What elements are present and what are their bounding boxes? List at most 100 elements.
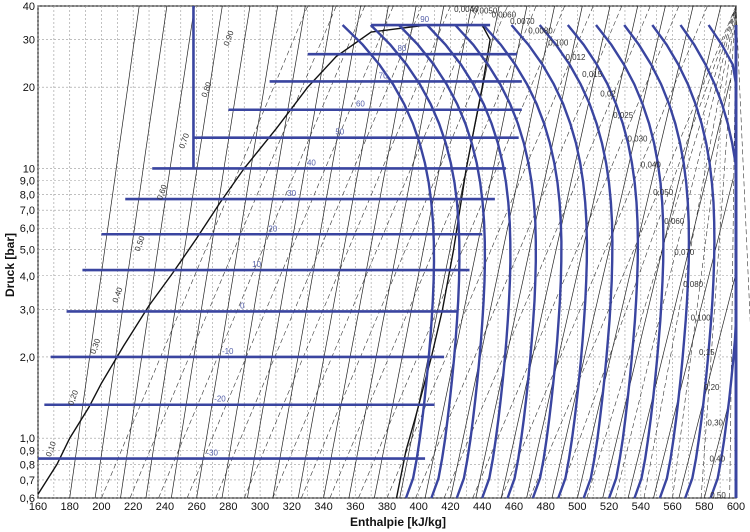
y-tick-label: 7,0 [20,205,35,217]
x-axis-title: Enthalpie [kJ/kg] [350,515,446,529]
y-tick-label: 5,0 [20,245,35,257]
isentrope-line [94,5,168,499]
isochore-line [186,5,394,499]
y-tick-label: 40 [23,1,35,13]
x-tick-label: 540 [632,501,650,513]
isentrope-line [500,5,611,499]
y-tick-label: 20 [23,82,35,94]
isotherm-label: 10 [252,260,261,269]
superheated-isotherm [510,24,589,499]
y-tick-label: 4,0 [20,271,35,283]
x-tick-label: 200 [92,501,110,513]
isochore-label: 0,070 [674,248,695,257]
x-tick-label: 380 [378,501,396,513]
isochore-label: 0,0080 [528,27,553,36]
isentrope-line [221,5,306,499]
x-tick-label: 240 [156,501,174,513]
isochore-label: 0,030 [627,135,648,144]
x-tick-label: 560 [663,501,681,513]
superheated-isotherm [426,24,512,499]
y-axis-title: Druck [bar] [3,233,17,297]
isentrope-line [145,5,223,499]
isentrope-line [703,399,731,499]
isochore-line [735,5,750,323]
isotherm-label: 50 [335,128,344,137]
superheated-isotherm [623,24,691,499]
isochore-label: 0,15 [699,348,715,357]
y-tick-label: 3,0 [20,304,35,316]
x-tick-label: 400 [410,501,428,513]
grid-lines [37,5,737,499]
isochore-line [472,5,680,499]
saturated-liquid-line [37,24,483,495]
isochore-label: 0,060 [664,217,685,226]
isochore-label: 0,100 [691,313,712,322]
isentrope-line [678,276,736,499]
isochore-label: 0,015 [582,70,603,79]
isochore-line [415,5,623,499]
isentrope-line [272,5,362,499]
isochore-line [386,5,594,499]
isotherm-label: 70 [379,71,388,80]
x-tick-label: 460 [505,501,523,513]
isochore-label: 0,30 [707,419,723,428]
isentrope-line [196,5,279,499]
isotherm-label: 90 [420,15,429,24]
isentrope-line [297,5,389,499]
isochore-line [129,5,337,499]
superheated-isotherm [566,24,640,499]
isochore-label: 0,050 [653,188,674,197]
y-tick-label: 0,8 [20,459,35,471]
isotherm-label: 40 [307,158,316,167]
isochore-line [558,5,737,499]
y-tick-label: 0,9 [20,445,35,457]
superheated-isotherm [369,24,461,499]
x-tick-label: 260 [187,501,205,513]
isochore-line [615,5,737,499]
x-tick-label: 500 [568,501,586,513]
superheated-isotherm [538,24,614,499]
isotherm-label: -30 [206,449,218,458]
isochore-label: 0,0060 [492,10,517,19]
isentrope-line [551,5,666,499]
chart-marks: 90 80 70 60 50 40 30 20 10 0 -10 -20 -30 0,00400,0050… [37,5,750,500]
isochore-line [358,5,565,499]
x-tick-label: 480 [536,501,554,513]
isochore-label: 0,012 [565,53,586,62]
superheated-isotherm [482,24,563,499]
isochore-label: 0,080 [683,280,704,289]
isotherm-label: 30 [287,189,296,198]
isotherm-label: 60 [356,100,365,109]
y-tick-label: 0,6 [20,493,35,505]
isentrope-line [348,5,445,499]
isotherm-label: 0 [240,301,245,310]
isentrope-line [526,5,639,499]
isentrope-line [627,79,731,499]
y-tick-label: 30 [23,35,35,47]
x-tick-label: 180 [61,501,79,513]
x-tick-label: 220 [124,501,142,513]
x-tick-label: 300 [251,501,269,513]
x-tick-label: 280 [219,501,237,513]
y-tick-label: 9,0 [20,176,35,188]
isotherm-label: 20 [268,224,277,233]
isentrope-line [450,5,555,499]
isentrope-line [373,5,472,499]
isochore-line [529,5,737,499]
isochore-label: 0,100 [548,39,569,48]
isentrope-line [424,5,528,499]
isochore-line [586,5,737,499]
isochore-line [672,5,737,499]
isochore-line [443,5,651,499]
superheated-isotherm [651,24,716,499]
x-tick-label: 580 [695,501,713,513]
x-tick-label: 160 [29,501,47,513]
x-tick-label: 360 [346,501,364,513]
y-tick-label: 1,0 [20,433,35,445]
x-tick-label: 320 [283,501,301,513]
isentrope-line [120,5,195,499]
isochore-line [500,5,708,499]
isochore-label: 0,02 [600,90,616,99]
isochore-line [301,5,508,499]
x-tick-label: 340 [314,501,332,513]
